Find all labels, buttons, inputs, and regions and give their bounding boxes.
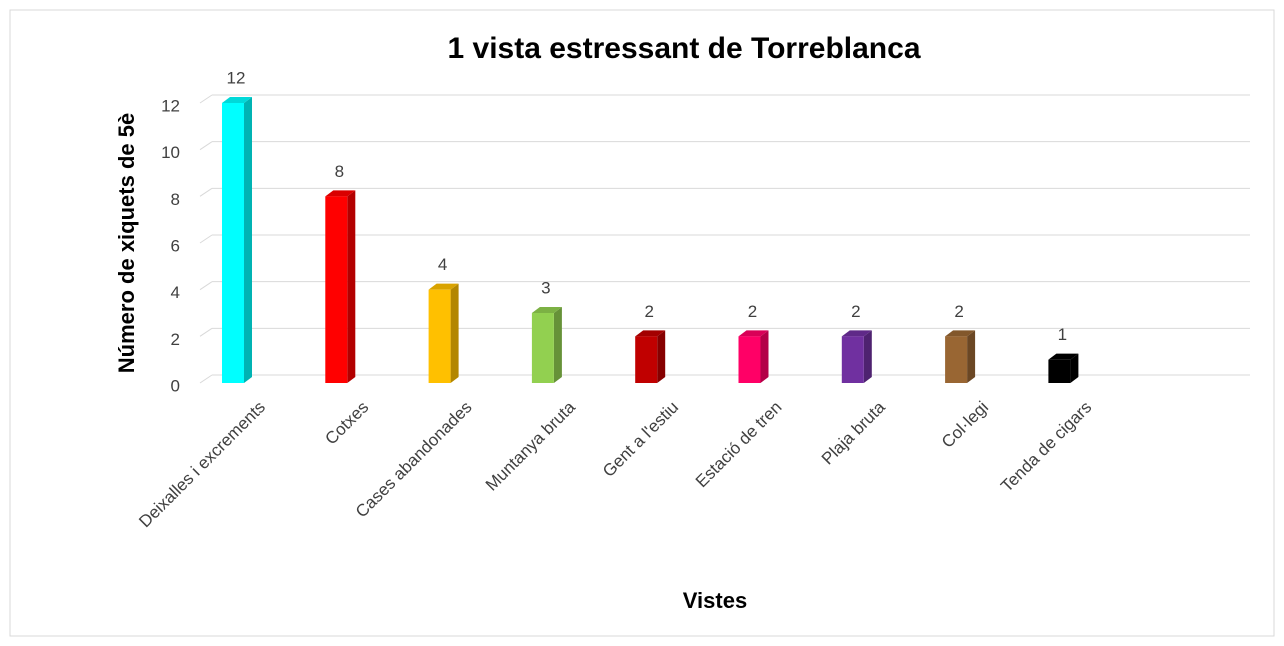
- bar-top: [738, 330, 769, 337]
- bar-top: [325, 190, 356, 197]
- data-label: 2: [954, 302, 963, 321]
- y-tick-label: 10: [161, 143, 180, 162]
- bar-top: [531, 307, 562, 313]
- data-label: 2: [644, 302, 653, 321]
- chart-title: 1 vista estressant de Torreblanca: [448, 32, 921, 65]
- bar-top: [945, 330, 976, 337]
- bar-side: [967, 330, 976, 383]
- grid-line: [199, 187, 213, 197]
- bar-top: [1048, 353, 1079, 360]
- y-tick-label: 0: [171, 376, 180, 395]
- y-tick-label: 8: [171, 190, 180, 209]
- bar: [531, 313, 554, 383]
- y-tick-label: 12: [161, 96, 180, 115]
- grid-line: [199, 281, 213, 291]
- bar-top: [841, 330, 872, 337]
- bar: [428, 289, 451, 383]
- y-tick-label: 2: [171, 330, 180, 349]
- y-tick-label: 4: [171, 283, 180, 302]
- data-label: 1: [1058, 325, 1067, 344]
- bar-side: [347, 190, 356, 383]
- y-tick-label: 6: [171, 236, 180, 255]
- data-label: 2: [748, 302, 757, 321]
- bar-side: [450, 283, 459, 383]
- grid-line: [199, 141, 213, 151]
- bar-top: [222, 97, 252, 103]
- bar-side: [863, 330, 872, 383]
- data-label: 12: [227, 68, 246, 87]
- data-label: 2: [851, 302, 860, 321]
- bar-side: [1070, 353, 1079, 383]
- bar-side: [760, 330, 769, 383]
- bar: [738, 336, 761, 383]
- bar-side: [553, 307, 562, 383]
- grid-line: [199, 374, 213, 384]
- data-label: 8: [335, 162, 344, 181]
- data-label: 4: [438, 255, 447, 274]
- bar-top: [635, 330, 666, 337]
- y-axis-label: Número de xiquets de 5è: [114, 113, 139, 373]
- x-axis-label: Vistes: [683, 588, 747, 613]
- bar: [222, 103, 244, 383]
- grid-line: [199, 327, 213, 337]
- bar-side: [657, 330, 666, 383]
- bar: [945, 336, 968, 383]
- grid-line: [199, 234, 213, 244]
- grid-line: [199, 94, 213, 104]
- chart-frame: [9, 9, 1275, 637]
- bar: [325, 196, 348, 383]
- bar: [635, 336, 658, 383]
- bar: [841, 336, 864, 383]
- bar-top: [428, 283, 459, 290]
- bar: [1048, 359, 1071, 383]
- bar-side: [244, 97, 252, 383]
- data-label: 3: [541, 278, 550, 297]
